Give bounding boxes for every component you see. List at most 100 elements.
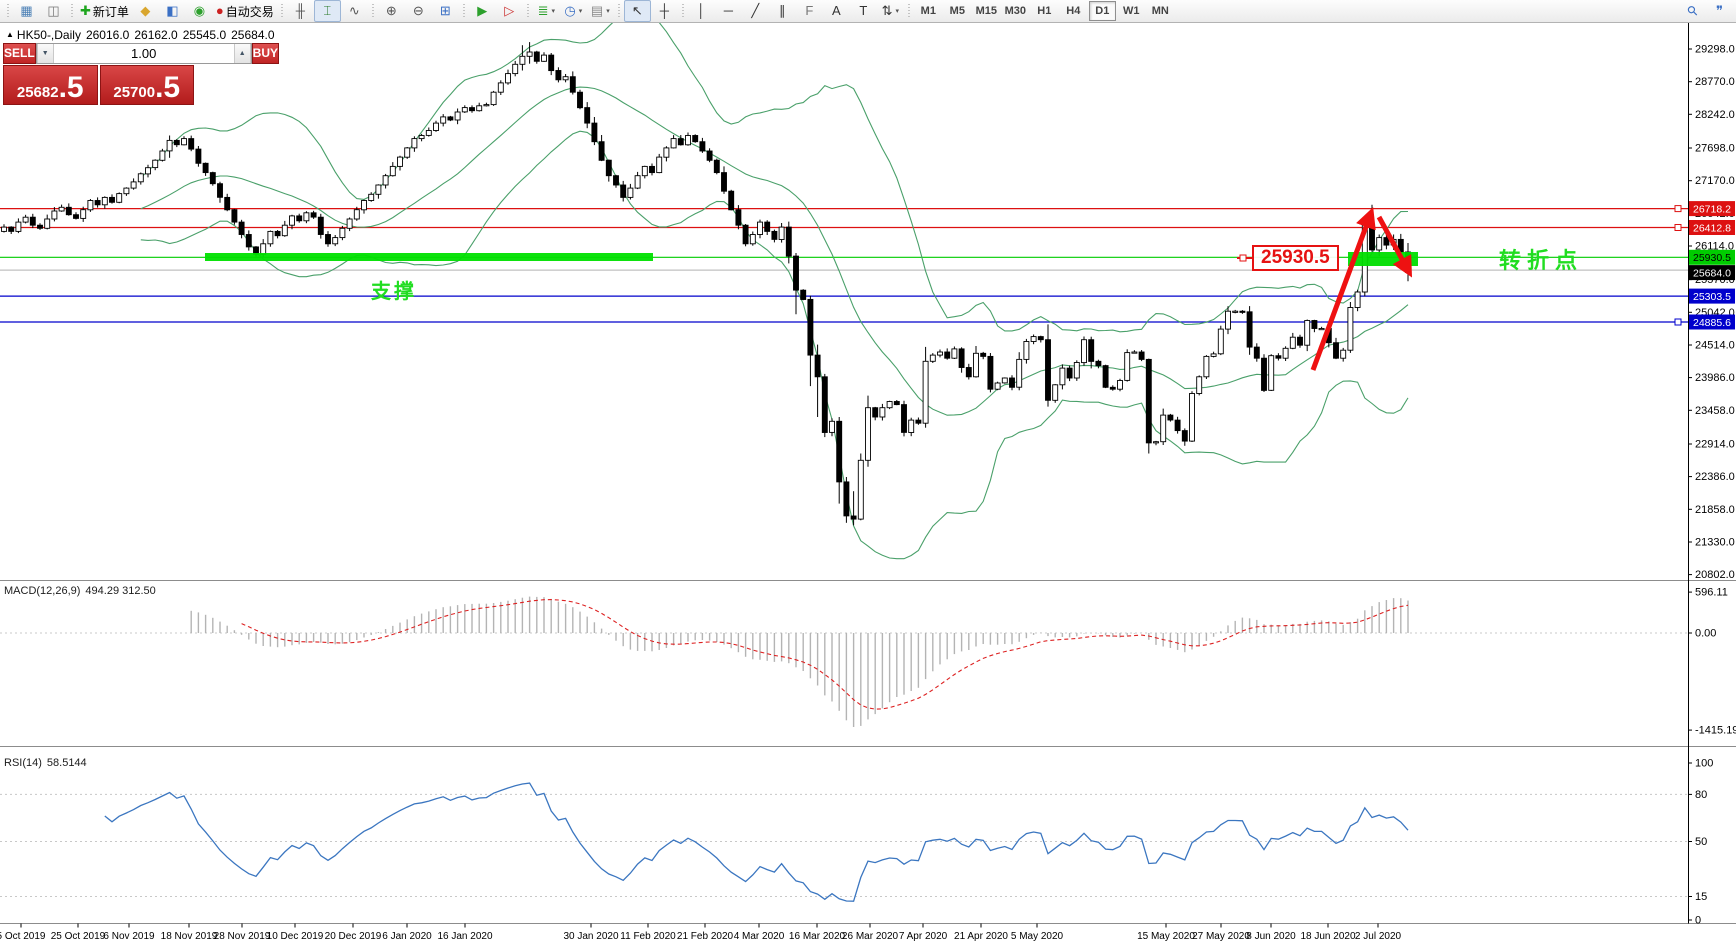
- crosshair-button[interactable]: ┼: [651, 0, 678, 22]
- timeframe-MN[interactable]: MN: [1151, 5, 1169, 17]
- zoom-out-button[interactable]: ⊖: [405, 0, 432, 22]
- chat-button[interactable]: ❞: [1706, 0, 1733, 22]
- price-callout-box[interactable]: 25930.5: [1252, 245, 1339, 271]
- toolbar-group-handle[interactable]: [6, 4, 10, 18]
- toolbar-group-handle[interactable]: [525, 4, 530, 18]
- signals-icon: ◉: [193, 3, 206, 18]
- trendline-button[interactable]: ╱: [742, 0, 769, 22]
- text-label-button[interactable]: T: [850, 0, 877, 22]
- timeframe-M15[interactable]: M15: [975, 5, 997, 17]
- svg-text:26412.8: 26412.8: [1693, 222, 1731, 234]
- arrows-button[interactable]: ⇅ ▾: [877, 0, 904, 22]
- new-order-button[interactable]: ✚ 新订单: [77, 0, 132, 22]
- toolbar-group-handle[interactable]: [70, 4, 74, 18]
- turning-point-annotation[interactable]: 转折点: [1499, 248, 1584, 273]
- chevron-down-icon[interactable]: ▾: [551, 8, 555, 15]
- macd-label: MACD(12,26,9) 494.29 312.50: [4, 585, 156, 597]
- price-axis-badges: 26718.2 26412.8 25930.5 25684.0 25303.5 24885…: [1689, 201, 1735, 330]
- autotrading-button[interactable]: ● 自动交易: [213, 0, 277, 22]
- metaeditor-button[interactable]: ◆: [132, 0, 159, 22]
- support-annotation[interactable]: 支撑: [371, 281, 417, 303]
- profiles-button[interactable]: ◫: [40, 0, 67, 22]
- buy-button[interactable]: BUY: [251, 43, 280, 64]
- svg-text:2 Jul 2020: 2 Jul 2020: [1355, 931, 1402, 942]
- svg-text:4 Mar 2020: 4 Mar 2020: [734, 931, 785, 942]
- buy-price: 25700: [113, 84, 156, 101]
- timeframe-M30[interactable]: M30: [1004, 5, 1026, 17]
- volume-stepper: ▼ ▲: [35, 43, 252, 64]
- svg-text:28 Nov 2019: 28 Nov 2019: [214, 931, 271, 942]
- volume-decrease-icon[interactable]: ▼: [36, 44, 54, 63]
- timeframe-H1[interactable]: H1: [1037, 5, 1052, 17]
- svg-text:6 Jan 2020: 6 Jan 2020: [382, 931, 432, 942]
- chevron-down-icon[interactable]: ▾: [578, 8, 583, 15]
- tile-windows-icon: ⊞: [439, 3, 451, 18]
- new-order-label: 新订单: [92, 4, 129, 19]
- market-watch-button[interactable]: ◧: [159, 0, 186, 22]
- channel-button[interactable]: ∥: [769, 0, 796, 22]
- toolbar-group-handle[interactable]: [616, 4, 621, 18]
- toolbar: ▦ ◫ ✚ 新订单 ◆ ◧ ◉ ● 自动交易 ╫ ⌶ ∿ ⊕ ⊖ ⊞ ▶ ▷ ≣ ▾ ◷ ▾ ▤ ▾ ↖ ┼ │ ─ ╱ ∥ F A T ⇅ ▾ M…: [0, 0, 1736, 23]
- toolbar-group-handle[interactable]: [370, 4, 375, 18]
- search-button[interactable]: ⚲: [1679, 0, 1706, 22]
- svg-text:30 Jan 2020: 30 Jan 2020: [563, 931, 618, 942]
- zoom-in-button[interactable]: ⊕: [378, 0, 405, 22]
- sell-button[interactable]: SELL: [3, 43, 36, 64]
- chevron-down-icon[interactable]: ▾: [895, 8, 899, 15]
- new-chart-button[interactable]: ▦: [13, 0, 40, 22]
- profiles-icon: ◫: [47, 3, 60, 18]
- line-chart-button[interactable]: ∿: [341, 0, 368, 22]
- svg-text:21858.0: 21858.0: [1695, 504, 1735, 516]
- templates-icon: ▤: [590, 3, 604, 18]
- timeframe-M5[interactable]: M5: [949, 5, 965, 17]
- timeframe-D1[interactable]: D1: [1088, 1, 1116, 21]
- toolbar-group-handle[interactable]: [906, 4, 911, 18]
- horizontal-line-button[interactable]: ─: [715, 0, 742, 22]
- cursor-button[interactable]: ↖: [623, 0, 651, 22]
- chevron-down-icon[interactable]: ▾: [606, 8, 610, 15]
- buy-price-box[interactable]: 25700 .5: [99, 65, 194, 105]
- tile-windows-button[interactable]: ⊞: [432, 0, 459, 22]
- open-value: 26016.0: [85, 28, 130, 42]
- timeframe-W1[interactable]: W1: [1123, 5, 1140, 17]
- fibonacci-button[interactable]: F: [796, 0, 823, 22]
- high-value: 26162.0: [134, 28, 178, 42]
- indicators-button[interactable]: ≣ ▾: [533, 0, 560, 22]
- auto-scroll-button[interactable]: ▶: [469, 0, 496, 22]
- timeframe-M1[interactable]: M1: [920, 5, 936, 17]
- chart-shift-button[interactable]: ▷: [496, 0, 523, 22]
- bar-chart-button[interactable]: ╫: [287, 0, 314, 22]
- sell-price: 25682: [16, 84, 59, 101]
- templates-button[interactable]: ▤ ▾: [587, 0, 614, 22]
- rsi-label: RSI(14) 58.5144: [4, 757, 87, 769]
- toolbar-group-quick-objects: ≣ ▾ ◷ ▾ ▤ ▾: [533, 0, 614, 22]
- autotrading-label: 自动交易: [225, 4, 274, 19]
- candlestick-button[interactable]: ⌶: [313, 0, 341, 22]
- volume-increase-icon[interactable]: ▲: [233, 44, 251, 63]
- one-click-toggle-icon[interactable]: ▲: [6, 30, 14, 39]
- svg-text:23986.0: 23986.0: [1695, 372, 1735, 384]
- periods-button[interactable]: ◷ ▾: [560, 0, 587, 22]
- svg-text:11 Feb 2020: 11 Feb 2020: [620, 931, 676, 942]
- volume-input[interactable]: [53, 44, 234, 63]
- svg-text:100: 100: [1695, 758, 1713, 770]
- toolbar-group-handle[interactable]: [680, 4, 685, 18]
- toolbar-group-handle[interactable]: [279, 4, 284, 18]
- vertical-line-button[interactable]: │: [688, 0, 715, 22]
- arrows-icon: ⇅: [881, 3, 893, 18]
- svg-text:15: 15: [1695, 891, 1707, 903]
- pane-separators[interactable]: [0, 580, 1736, 924]
- text-button[interactable]: A: [823, 0, 850, 22]
- trend-arrows[interactable]: [1310, 207, 1413, 371]
- sell-price-box[interactable]: 25682 .5: [3, 65, 98, 105]
- svg-text:26 Mar 2020: 26 Mar 2020: [842, 931, 899, 942]
- toolbar-group-handle[interactable]: [461, 4, 466, 18]
- signals-button[interactable]: ◉: [186, 0, 213, 22]
- toolbar-group-scroll: ▶ ▷: [469, 0, 523, 22]
- svg-text:0: 0: [1695, 915, 1701, 927]
- svg-text:25303.5: 25303.5: [1693, 291, 1731, 303]
- timeframe-H4[interactable]: H4: [1066, 5, 1081, 17]
- vertical-line-icon: │: [697, 3, 706, 18]
